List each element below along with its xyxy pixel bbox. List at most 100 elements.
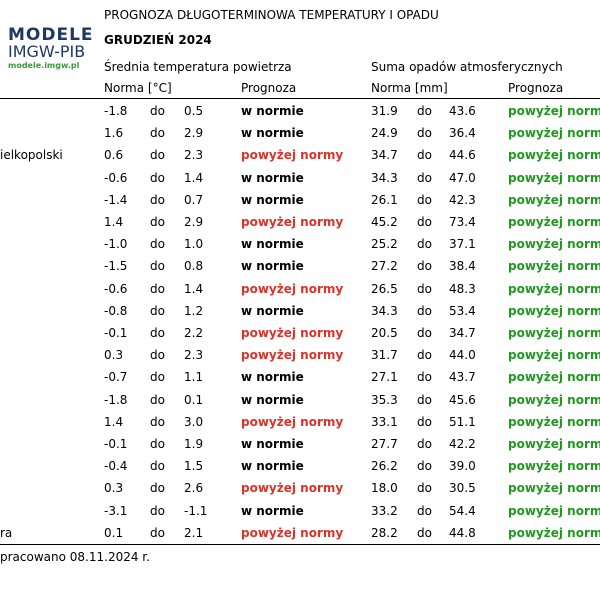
precip-forecast: powyżej normy — [508, 525, 600, 540]
precip-norm-min: 34.3 — [371, 303, 398, 318]
temp-norm-min: -0.1 — [104, 326, 128, 340]
precip-norm-min: 26.5 — [371, 281, 398, 296]
temp-forecast: w normie — [241, 170, 304, 185]
range-word: do — [417, 525, 432, 540]
range-word: do — [417, 126, 432, 141]
range-word: do — [150, 392, 165, 407]
range-word: do — [150, 348, 165, 363]
range-word: do — [150, 437, 165, 451]
precip-norm-min: 33.1 — [371, 414, 398, 429]
precip-norm-min: 34.3 — [371, 170, 398, 185]
row-label: ielkopolski — [0, 148, 63, 163]
precip-norm-max: 47.0 — [449, 170, 476, 185]
precip-norm-max: 44.6 — [449, 148, 476, 163]
precip-forecast: powyżej normy — [508, 281, 600, 296]
precip-forecast: powyżej normy — [508, 437, 600, 451]
range-word: do — [150, 525, 165, 540]
temp-norm-min: -0.8 — [104, 303, 128, 318]
range-word: do — [417, 503, 432, 518]
precip-norm-min: 35.3 — [371, 392, 398, 407]
range-word: do — [150, 170, 165, 185]
range-word: do — [150, 414, 165, 429]
temp-norm-min: 0.3 — [104, 348, 124, 363]
temp-forecast: w normie — [241, 104, 304, 118]
precip-norm-max: 38.4 — [449, 259, 476, 274]
group-header: Suma opadów atmosferycznych — [371, 60, 563, 74]
precip-forecast: powyżej normy — [508, 326, 600, 340]
footer: pracowano 08.11.2024 r. — [0, 550, 150, 564]
temp-norm-max: 1.0 — [184, 237, 204, 252]
precip-norm-max: 37.1 — [449, 237, 476, 252]
precip-forecast: powyżej normy — [508, 148, 600, 163]
precip-norm-min: 26.1 — [371, 192, 398, 207]
range-word: do — [417, 237, 432, 252]
precip-norm-min: 31.9 — [371, 104, 398, 118]
temp-norm-min: -1.8 — [104, 392, 128, 407]
precip-norm-max: 54.4 — [449, 503, 476, 518]
precip-forecast: powyżej normy — [508, 503, 600, 518]
title: PROGNOZA DŁUGOTERMINOWA TEMPERATURY I OP… — [104, 8, 439, 22]
precip-forecast: powyżej normy — [508, 192, 600, 207]
range-word: do — [150, 215, 165, 229]
range-word: do — [417, 281, 432, 296]
temp-norm-min: -1.0 — [104, 237, 128, 252]
precip-forecast: powyżej normy — [508, 259, 600, 274]
temp-forecast: w normie — [241, 437, 304, 451]
range-word: do — [417, 148, 432, 163]
temp-norm-max: 2.3 — [184, 148, 204, 163]
range-word: do — [417, 459, 432, 474]
precip-forecast: powyżej normy — [508, 370, 600, 385]
precip-norm-max: 73.4 — [449, 215, 476, 229]
precip-norm-max: 44.0 — [449, 348, 476, 363]
precip-norm-min: 27.7 — [371, 437, 398, 451]
logo-url: modele.imgw.pl — [8, 61, 80, 70]
temp-norm-max: 2.9 — [184, 215, 204, 229]
range-word: do — [150, 237, 165, 252]
precip-forecast: powyżej normy — [508, 459, 600, 474]
temp-norm-min: -0.6 — [104, 170, 128, 185]
temp-norm-max: 1.1 — [184, 370, 204, 385]
range-word: do — [150, 303, 165, 318]
precip-norm-max: 53.4 — [449, 303, 476, 318]
temp-norm-min: 1.6 — [104, 126, 124, 141]
precip-forecast: powyżej normy — [508, 481, 600, 496]
range-word: do — [150, 259, 165, 274]
column-header: Norma [mm] — [371, 81, 448, 95]
precip-norm-min: 24.9 — [371, 126, 398, 141]
precip-norm-min: 25.2 — [371, 237, 398, 252]
temp-forecast: powyżej normy — [241, 148, 344, 163]
temp-norm-min: -1.8 — [104, 104, 128, 118]
precip-norm-min: 31.7 — [371, 348, 398, 363]
precip-forecast: powyżej normy — [508, 170, 600, 185]
precip-forecast: powyżej normy — [508, 414, 600, 429]
precip-norm-min: 34.7 — [371, 148, 398, 163]
temp-norm-max: 0.5 — [184, 104, 204, 118]
group-header: Średnia temperatura powietrza — [104, 60, 292, 74]
temp-norm-min: -1.5 — [104, 259, 128, 274]
temp-norm-max: 1.2 — [184, 303, 204, 318]
precip-norm-min: 20.5 — [371, 326, 398, 340]
precip-norm-min: 28.2 — [371, 525, 398, 540]
bottom-rule — [0, 544, 600, 545]
temp-norm-min: -1.4 — [104, 192, 128, 207]
temp-forecast: w normie — [241, 303, 304, 318]
precip-norm-min: 33.2 — [371, 503, 398, 518]
range-word: do — [150, 104, 165, 118]
temp-forecast: powyżej normy — [241, 414, 344, 429]
precip-norm-max: 42.2 — [449, 437, 476, 451]
temp-norm-max: 2.2 — [184, 326, 204, 340]
temp-norm-max: -1.1 — [184, 503, 208, 518]
range-word: do — [417, 259, 432, 274]
precip-norm-max: 45.6 — [449, 392, 476, 407]
precip-norm-max: 36.4 — [449, 126, 476, 141]
range-word: do — [417, 392, 432, 407]
range-word: do — [417, 370, 432, 385]
range-word: do — [417, 104, 432, 118]
precip-forecast: powyżej normy — [508, 126, 600, 141]
precip-forecast: powyżej normy — [508, 215, 600, 229]
precip-norm-max: 30.5 — [449, 481, 476, 496]
range-word: do — [150, 126, 165, 141]
range-word: do — [417, 326, 432, 340]
range-word: do — [150, 281, 165, 296]
precip-norm-min: 26.2 — [371, 459, 398, 474]
